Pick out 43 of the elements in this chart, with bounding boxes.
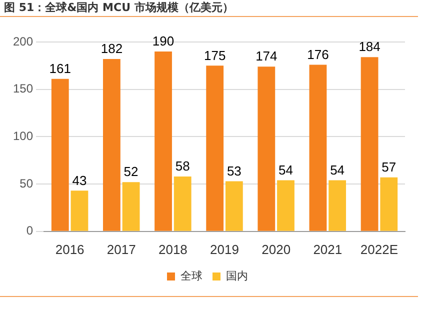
data-label: 184 xyxy=(358,39,380,54)
data-label: 54 xyxy=(278,162,293,178)
y-tick-label: 150 xyxy=(12,82,34,96)
bar xyxy=(328,180,346,231)
bar xyxy=(258,66,276,231)
data-label: 57 xyxy=(382,160,396,174)
legend-label: 全球 xyxy=(180,270,202,283)
bar xyxy=(309,64,327,231)
bar xyxy=(154,51,172,231)
data-label: 54 xyxy=(330,162,345,178)
data-label: 190 xyxy=(152,34,174,49)
bar xyxy=(103,59,120,231)
y-tick-label: 0 xyxy=(26,224,34,238)
data-label: 175 xyxy=(204,48,226,63)
data-label: 174 xyxy=(256,48,278,64)
data-label: 58 xyxy=(175,158,190,174)
x-tick-label: 2019 xyxy=(210,242,239,257)
y-tick-label: 50 xyxy=(20,176,34,190)
bar xyxy=(380,177,398,231)
x-tick-label: 2021 xyxy=(313,242,342,257)
legend-label: 国内 xyxy=(226,270,248,283)
bar xyxy=(122,182,140,231)
x-tick-label: 2022E xyxy=(360,242,398,257)
data-label: 53 xyxy=(226,163,242,178)
bar xyxy=(70,190,88,231)
data-label: 182 xyxy=(100,41,123,56)
bar xyxy=(225,181,243,231)
data-label: 43 xyxy=(72,172,87,188)
data-label: 176 xyxy=(307,46,329,62)
chart-title: 图 51：全球&国内 MCU 市场规模（亿美元） xyxy=(4,0,234,15)
x-tick-label: 2016 xyxy=(55,242,84,257)
bar xyxy=(51,78,69,231)
bar xyxy=(206,66,224,231)
data-label: 52 xyxy=(124,164,138,180)
bar xyxy=(277,180,294,231)
x-tick-label: 2018 xyxy=(158,242,188,257)
y-tick-label: 200 xyxy=(12,34,34,48)
bar xyxy=(360,57,378,231)
x-tick-label: 2020 xyxy=(262,242,291,257)
bar xyxy=(174,176,192,231)
y-tick-label: 100 xyxy=(12,129,34,144)
x-tick-label: 2017 xyxy=(106,242,136,257)
data-label: 161 xyxy=(49,61,71,76)
